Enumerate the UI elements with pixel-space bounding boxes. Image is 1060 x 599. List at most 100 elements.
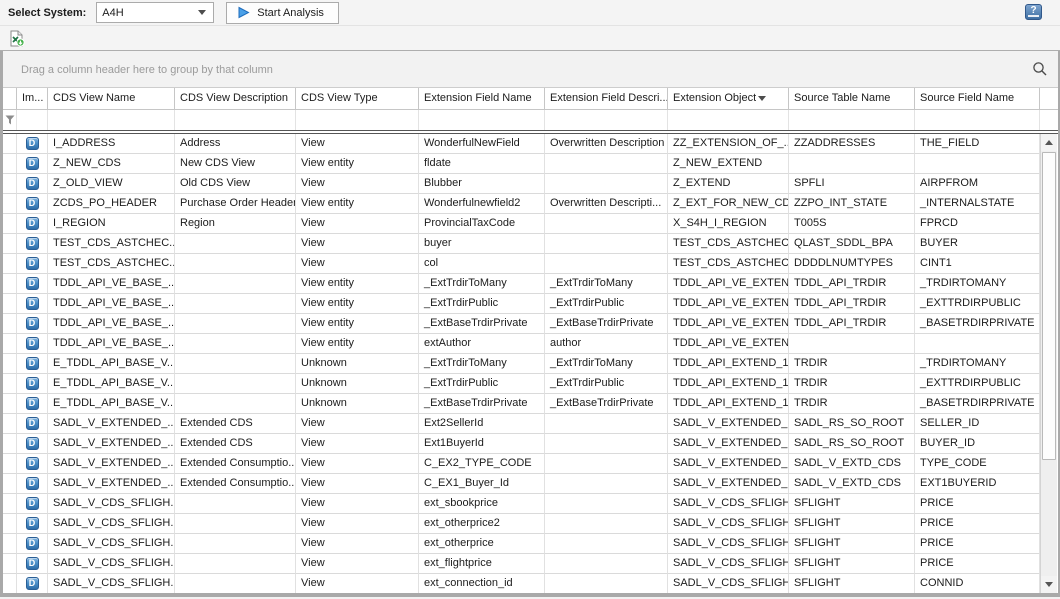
grid-cell-source_field_name[interactable]: _BASETRDIRPRIVATE [915,314,1040,334]
grid-cell-cds_view_name[interactable]: TDDL_API_VE_BASE_... [48,314,175,334]
grid-cell-cds_view_name[interactable]: TDDL_API_VE_BASE_... [48,294,175,314]
grid-cell-extension_object[interactable]: SADL_V_EXTENDED_... [668,434,789,454]
table-row[interactable]: D SADL_V_EXTENDED_... Extended Consumptio.… [3,454,1040,474]
grid-cell-cds_view_desc[interactable] [175,494,296,514]
grid-cell-impact[interactable]: D [17,494,48,514]
table-row[interactable]: D TDDL_API_VE_BASE_... View entity _ExtTrdi… [3,274,1040,294]
grid-cell-ext_field_desc[interactable] [545,534,668,554]
grid-cell-ext_field_desc[interactable] [545,514,668,534]
column-header-cds_view_type[interactable]: CDS View Type [296,88,419,110]
grid-cell-source_table_name[interactable]: SADL_RS_SO_ROOT [789,434,915,454]
grid-cell-impact[interactable]: D [17,234,48,254]
grid-cell-cds_view_desc[interactable] [175,334,296,354]
table-row[interactable]: D SADL_V_EXTENDED_... Extended CDS View Ext2… [3,414,1040,434]
grid-cell-source_table_name[interactable]: DDDDLNUMTYPES [789,254,915,274]
grid-cell-cds_view_type[interactable]: View [296,174,419,194]
grid-cell-cds_view_name[interactable]: SADL_V_CDS_SFLIGH... [48,574,175,593]
grid-cell-source_field_name[interactable]: THE_FIELD [915,134,1040,154]
grid-cell-ext_field_name[interactable]: Blubber [419,174,545,194]
grid-cell-impact[interactable]: D [17,434,48,454]
table-row[interactable]: D ZCDS_PO_HEADER Purchase Order Header View… [3,194,1040,214]
grid-cell-cds_view_desc[interactable]: Purchase Order Header [175,194,296,214]
grid-cell-cds_view_desc[interactable]: Extended CDS [175,414,296,434]
grid-cell-cds_view_type[interactable]: View [296,134,419,154]
start-analysis-button[interactable]: Start Analysis [226,1,339,24]
grid-cell-extension_object[interactable]: SADL_V_EXTENDED_... [668,414,789,434]
grid-cell-cds_view_name[interactable]: Z_NEW_CDS [48,154,175,174]
grid-cell-impact[interactable]: D [17,514,48,534]
table-row[interactable]: D SADL_V_CDS_SFLIGH... View ext_connection_… [3,574,1040,593]
grid-cell-ext_field_name[interactable]: ProvincialTaxCode [419,214,545,234]
grid-cell-ext_field_name[interactable]: col [419,254,545,274]
grid-cell-cds_view_type[interactable]: View [296,574,419,593]
grid-cell-ext_field_name[interactable]: Ext1BuyerId [419,434,545,454]
grid-cell-cds_view_name[interactable]: SADL_V_EXTENDED_... [48,414,175,434]
grid-cell-cds_view_name[interactable]: SADL_V_CDS_SFLIGH... [48,514,175,534]
column-header-cds_view_desc[interactable]: CDS View Description [175,88,296,110]
grid-cell-cds_view_desc[interactable] [175,354,296,374]
grid-cell-source_field_name[interactable]: BUYER_ID [915,434,1040,454]
grid-cell-cds_view_name[interactable]: TDDL_API_VE_BASE_... [48,334,175,354]
grid-cell-cds_view_name[interactable]: SADL_V_EXTENDED_... [48,454,175,474]
grid-cell-ext_field_desc[interactable] [545,254,668,274]
search-icon[interactable] [1032,61,1048,77]
grid-cell-ext_field_name[interactable]: _ExtTrdirPublic [419,374,545,394]
table-row[interactable]: D SADL_V_EXTENDED_... Extended Consumptio.… [3,474,1040,494]
grid-cell-cds_view_type[interactable]: View entity [296,334,419,354]
grid-cell-ext_field_desc[interactable] [545,574,668,593]
grid-cell-ext_field_desc[interactable]: _ExtBaseTrdirPrivate [545,314,668,334]
grid-cell-impact[interactable]: D [17,134,48,154]
grid-cell-extension_object[interactable]: SADL_V_EXTENDED_... [668,474,789,494]
grid-cell-cds_view_name[interactable]: SADL_V_CDS_SFLIGH... [48,554,175,574]
grid-cell-ext_field_name[interactable]: _ExtTrdirToMany [419,354,545,374]
grid-cell-cds_view_type[interactable]: Unknown [296,354,419,374]
table-row[interactable]: D TDDL_API_VE_BASE_... View entity _ExtBase… [3,314,1040,334]
grid-cell-source_field_name[interactable]: CONNID [915,574,1040,593]
table-row[interactable]: D SADL_V_CDS_SFLIGH... View ext_otherprice S… [3,534,1040,554]
grid-cell-ext_field_desc[interactable] [545,214,668,234]
grid-cell-ext_field_desc[interactable]: _ExtTrdirToMany [545,274,668,294]
column-header-extension_object[interactable]: Extension Object [668,88,789,110]
grid-cell-ext_field_name[interactable]: ext_otherprice2 [419,514,545,534]
grid-cell-impact[interactable]: D [17,334,48,354]
vertical-scrollbar[interactable] [1040,134,1057,593]
table-row[interactable]: D SADL_V_CDS_SFLIGH... View ext_sbookprice S… [3,494,1040,514]
grid-cell-cds_view_desc[interactable]: Extended Consumptio... [175,454,296,474]
grid-cell-impact[interactable]: D [17,294,48,314]
grid-cell-cds_view_desc[interactable]: New CDS View [175,154,296,174]
grid-cell-source_field_name[interactable] [915,334,1040,354]
grid-cell-cds_view_type[interactable]: View entity [296,274,419,294]
grid-cell-extension_object[interactable]: TDDL_API_EXTEND_1 [668,354,789,374]
grid-cell-cds_view_desc[interactable] [175,374,296,394]
grid-cell-impact[interactable]: D [17,474,48,494]
table-row[interactable]: D TDDL_API_VE_BASE_... View entity extAutho… [3,334,1040,354]
grid-cell-cds_view_desc[interactable]: Extended Consumptio... [175,474,296,494]
grid-cell-source_table_name[interactable]: SPFLI [789,174,915,194]
grid-cell-cds_view_type[interactable]: View [296,454,419,474]
grid-cell-ext_field_name[interactable]: _ExtTrdirPublic [419,294,545,314]
grid-cell-cds_view_desc[interactable] [175,254,296,274]
grid-cell-ext_field_name[interactable]: _ExtBaseTrdirPrivate [419,394,545,414]
grid-cell-cds_view_type[interactable]: View [296,214,419,234]
grid-cell-source_field_name[interactable]: PRICE [915,494,1040,514]
grid-cell-ext_field_desc[interactable]: _ExtTrdirToMany [545,354,668,374]
grid-cell-ext_field_desc[interactable] [545,454,668,474]
grid-cell-cds_view_desc[interactable] [175,534,296,554]
grid-cell-ext_field_name[interactable]: C_EX2_TYPE_CODE [419,454,545,474]
grid-cell-extension_object[interactable]: TEST_CDS_ASTCHEC... [668,254,789,274]
grid-cell-source_field_name[interactable]: PRICE [915,514,1040,534]
filter-cell-extension_object[interactable] [668,110,789,130]
filter-cell-ext_field_desc[interactable] [545,110,668,130]
grid-cell-ext_field_name[interactable]: C_EX1_Buyer_Id [419,474,545,494]
grid-cell-source_table_name[interactable]: SADL_RS_SO_ROOT [789,414,915,434]
grid-cell-source_table_name[interactable]: ZZPO_INT_STATE [789,194,915,214]
grid-cell-impact[interactable]: D [17,354,48,374]
help-icon[interactable]: ? [1025,4,1042,20]
filter-cell-source_field_name[interactable] [915,110,1040,130]
grid-cell-source_table_name[interactable]: ZZADDRESSES [789,134,915,154]
grid-cell-extension_object[interactable]: SADL_V_CDS_SFLIGH... [668,494,789,514]
grid-cell-extension_object[interactable]: TDDL_API_EXTEND_1 [668,394,789,414]
grid-cell-cds_view_name[interactable]: TEST_CDS_ASTCHEC... [48,234,175,254]
column-header-ext_field_desc[interactable]: Extension Field Descri... [545,88,668,110]
grid-cell-ext_field_desc[interactable] [545,494,668,514]
